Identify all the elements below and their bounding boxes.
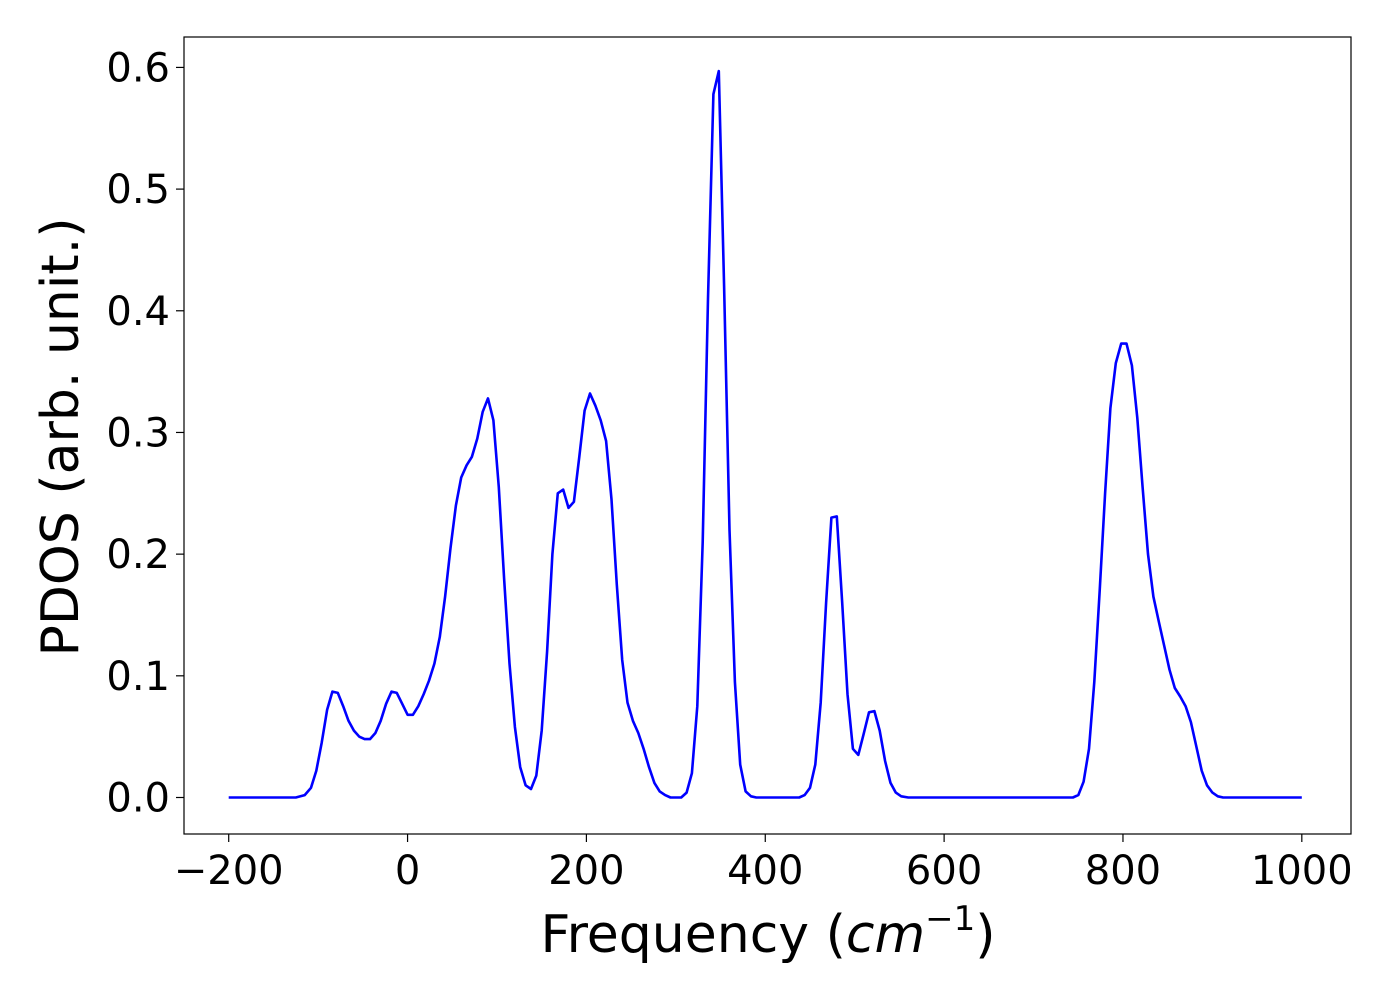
axis-ticks: −200 0 200 400 600 800 1000 0.0 0.1 0.2 0.3 0.4 0.5 0… <box>106 45 1352 894</box>
y-tick-label: 0.2 <box>106 532 170 578</box>
y-axis-label: PDOS (arb. unit.) <box>31 217 91 656</box>
x-tick-label: 200 <box>548 848 624 894</box>
x-tick-label: 800 <box>1085 848 1161 894</box>
x-axis-label-prefix: Frequency ( <box>540 905 845 965</box>
x-axis-label-suffix: ) <box>975 905 995 965</box>
x-axis-label-unit: cm <box>846 905 925 965</box>
x-axis-label-exponent: −1 <box>925 899 975 939</box>
y-tick-label: 0.4 <box>106 289 170 335</box>
y-tick-label: 0.3 <box>106 410 170 456</box>
x-tick-label: 600 <box>906 848 982 894</box>
plot-frame <box>183 36 1352 835</box>
y-tick-label: 0.0 <box>106 775 170 821</box>
x-axis-label: Frequency (cm−1) <box>540 899 995 965</box>
x-tick-label: 1000 <box>1251 848 1353 894</box>
x-tick-label: 0 <box>395 848 420 894</box>
y-tick-label: 0.1 <box>106 654 170 700</box>
series-group <box>228 69 1302 799</box>
x-tick-label: −200 <box>174 848 284 894</box>
y-tick-label: 0.6 <box>106 45 170 91</box>
x-tick-label: 400 <box>727 848 803 894</box>
pdos-series-line <box>228 69 1302 799</box>
y-tick-label: 0.5 <box>106 167 170 213</box>
